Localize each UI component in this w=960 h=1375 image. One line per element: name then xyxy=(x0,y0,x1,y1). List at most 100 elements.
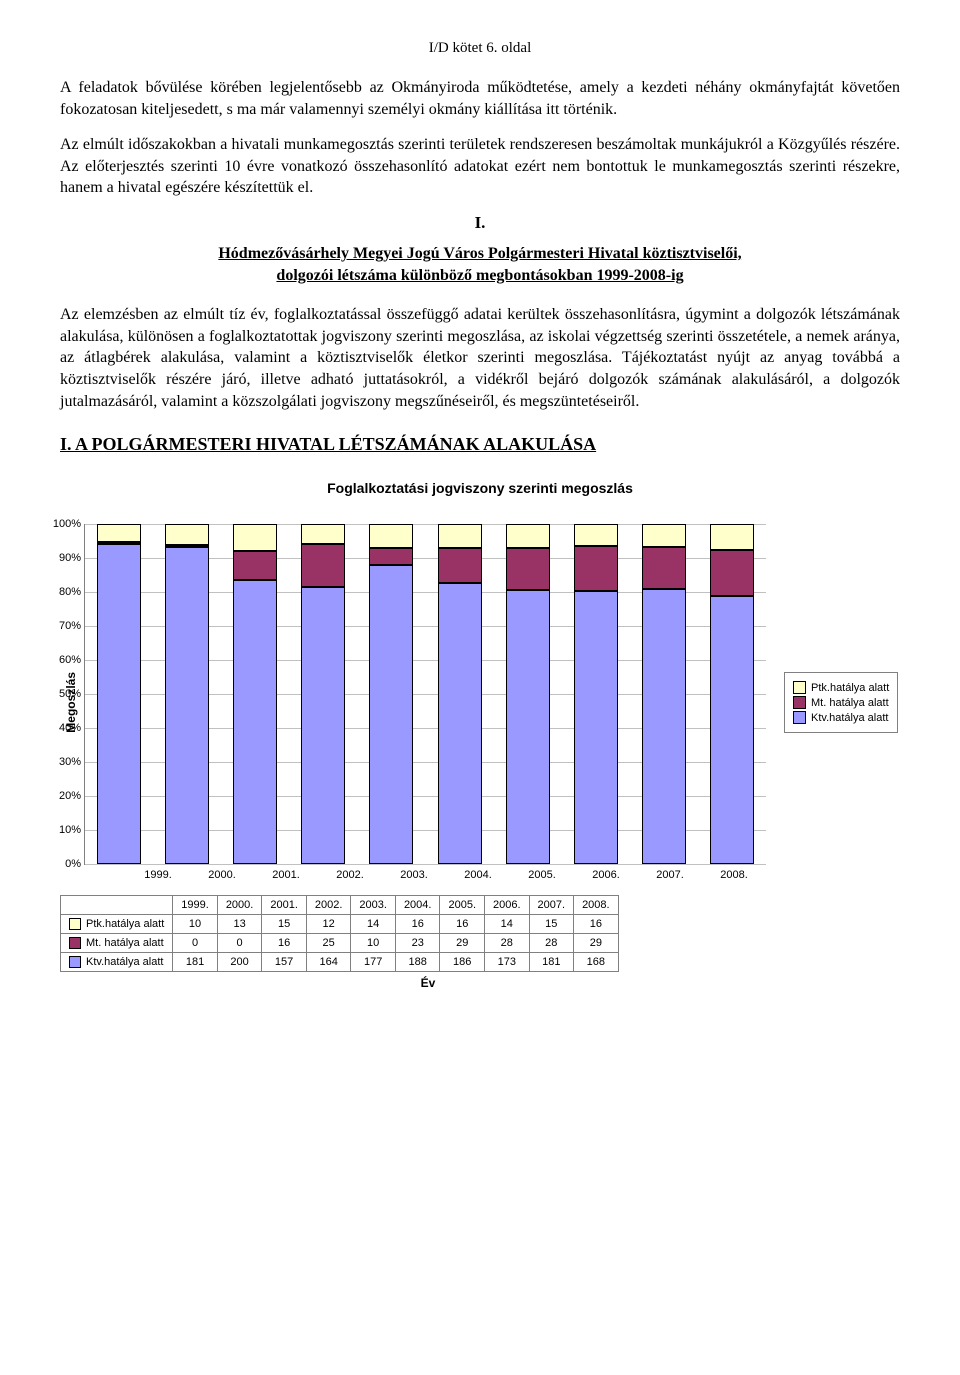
table-cell: 173 xyxy=(485,953,530,972)
bar-segment xyxy=(301,544,345,586)
bar-segment xyxy=(506,524,550,548)
table-cell: 15 xyxy=(262,915,307,934)
legend-item: Mt. hatálya alatt xyxy=(793,696,889,709)
xtick-label: 1999. xyxy=(136,869,180,881)
row-label-text: Mt. hatálya alatt xyxy=(86,937,164,949)
table-row: Ktv.hatálya alatt18120015716417718818617… xyxy=(61,953,619,972)
bar-segment xyxy=(642,524,686,547)
bars-wrap xyxy=(85,524,766,864)
table-cell: 28 xyxy=(485,934,530,953)
paragraph-1: A feladatok bővülése körében legjelentős… xyxy=(60,77,900,120)
chart-title: Foglalkoztatási jogviszony szerinti mego… xyxy=(60,480,900,496)
chart-legend: Ptk.hatálya alatt Mt. hatálya alatt Ktv.ha… xyxy=(784,672,898,733)
table-cell: 10 xyxy=(173,915,218,934)
legend-swatch xyxy=(793,696,806,709)
bar-column xyxy=(301,524,345,864)
xtick-label: 2008. xyxy=(712,869,756,881)
table-cell: 186 xyxy=(440,953,485,972)
bar-segment xyxy=(438,548,482,582)
legend-swatch xyxy=(793,711,806,724)
legend-label: Ktv.hatálya alatt xyxy=(811,712,888,724)
xtick-label: 2003. xyxy=(392,869,436,881)
table-header-cell: 2005. xyxy=(440,896,485,915)
bar-segment xyxy=(233,551,277,580)
table-header-cell: 2008. xyxy=(574,896,619,915)
bar-segment xyxy=(438,524,482,548)
bar-segment xyxy=(574,591,618,865)
bar-column xyxy=(574,524,618,864)
xtick-label: 2007. xyxy=(648,869,692,881)
table-header-cell: 2007. xyxy=(529,896,574,915)
ytick-label: 20% xyxy=(43,790,81,802)
section-heading: I. A POLGÁRMESTERI HIVATAL LÉTSZÁMÁNAK A… xyxy=(60,434,900,455)
bar-segment xyxy=(710,550,754,596)
table-header-cell: 1999. xyxy=(173,896,218,915)
table-cell: 16 xyxy=(440,915,485,934)
ytick-label: 100% xyxy=(43,518,81,530)
table-cell: 10 xyxy=(351,934,396,953)
bar-segment xyxy=(642,589,686,864)
table-cell: 25 xyxy=(306,934,351,953)
ytick-label: 90% xyxy=(43,552,81,564)
ytick-label: 70% xyxy=(43,620,81,632)
chart-xlabel: Év xyxy=(108,976,748,990)
xtick-label: 2000. xyxy=(200,869,244,881)
bar-segment xyxy=(369,524,413,548)
bar-segment xyxy=(574,546,618,590)
bar-column xyxy=(506,524,550,864)
paragraph-2: Az elmúlt időszakokban a hivatali munkam… xyxy=(60,134,900,199)
bar-segment xyxy=(506,590,550,864)
table-cell: 23 xyxy=(395,934,440,953)
table-cell: 14 xyxy=(351,915,396,934)
subtitle-line2: dolgozói létszáma különböző megbontásokb… xyxy=(276,267,683,284)
bar-segment xyxy=(233,524,277,551)
table-row-label: Mt. hatálya alatt xyxy=(61,934,173,953)
ytick-label: 40% xyxy=(43,722,81,734)
bar-column xyxy=(165,524,209,864)
table-cell: 16 xyxy=(395,915,440,934)
table-header-cell: 2000. xyxy=(217,896,262,915)
table-row: Mt. hatálya alatt001625102329282829 xyxy=(61,934,619,953)
table-corner-cell xyxy=(61,896,173,915)
section-heading-text: I. A POLGÁRMESTERI HIVATAL LÉTSZÁMÁNAK A… xyxy=(60,434,596,454)
table-cell: 181 xyxy=(529,953,574,972)
bar-segment xyxy=(165,524,209,545)
bar-column xyxy=(233,524,277,864)
table-cell: 188 xyxy=(395,953,440,972)
table-cell: 13 xyxy=(217,915,262,934)
bar-segment xyxy=(574,524,618,546)
table-row-label: Ptk.hatálya alatt xyxy=(61,915,173,934)
row-swatch xyxy=(69,937,81,949)
table-cell: 12 xyxy=(306,915,351,934)
bar-segment xyxy=(438,583,482,865)
xtick-label: 2002. xyxy=(328,869,372,881)
roman-numeral: I. xyxy=(60,213,900,233)
table-cell: 181 xyxy=(173,953,218,972)
chart-xticks: 1999.2000.2001.2002.2003.2004.2005.2006.… xyxy=(126,869,766,881)
table-cell: 0 xyxy=(173,934,218,953)
table-cell: 16 xyxy=(574,915,619,934)
subtitle-line1: Hódmezővásárhely Megyei Jogú Város Polgá… xyxy=(218,245,741,262)
table-cell: 16 xyxy=(262,934,307,953)
legend-label: Ptk.hatálya alatt xyxy=(811,682,889,694)
bar-segment xyxy=(165,547,209,864)
bar-segment xyxy=(233,580,277,864)
table-cell: 14 xyxy=(485,915,530,934)
chart-container: Foglalkoztatási jogviszony szerinti mego… xyxy=(60,480,900,990)
chart-plot-area: 0%10%20%30%40%50%60%70%80%90%100% xyxy=(84,524,766,865)
ytick-label: 0% xyxy=(43,858,81,870)
table-cell: 164 xyxy=(306,953,351,972)
table-header-cell: 2006. xyxy=(485,896,530,915)
bar-segment xyxy=(710,596,754,864)
chart-data-table: 1999.2000.2001.2002.2003.2004.2005.2006.… xyxy=(60,895,619,972)
bar-segment xyxy=(369,565,413,864)
xtick-label: 2004. xyxy=(456,869,500,881)
bar-segment xyxy=(97,524,141,542)
bar-segment xyxy=(97,544,141,864)
ytick-label: 50% xyxy=(43,688,81,700)
table-cell: 168 xyxy=(574,953,619,972)
row-label-text: Ptk.hatálya alatt xyxy=(86,918,164,930)
bar-segment xyxy=(506,548,550,591)
legend-label: Mt. hatálya alatt xyxy=(811,697,889,709)
bar-column xyxy=(710,524,754,864)
